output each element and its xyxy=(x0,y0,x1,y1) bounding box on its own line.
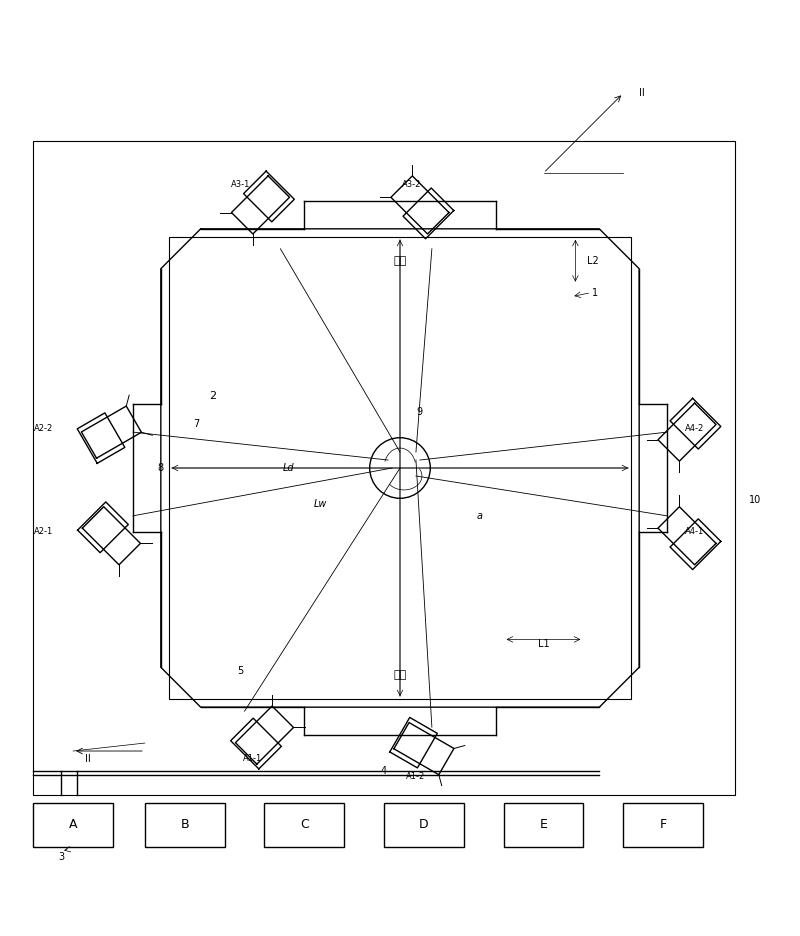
Text: 9: 9 xyxy=(417,407,423,417)
Bar xyxy=(384,803,464,847)
Bar xyxy=(623,803,703,847)
Text: Lw: Lw xyxy=(314,499,327,509)
Text: 3: 3 xyxy=(58,852,64,862)
Bar xyxy=(145,803,225,847)
Text: A3-1: A3-1 xyxy=(231,181,250,189)
Bar xyxy=(169,237,631,699)
Text: A1-1: A1-1 xyxy=(243,754,262,764)
Bar xyxy=(504,803,583,847)
Text: A4-2: A4-2 xyxy=(686,424,705,432)
Text: 后墙: 后墙 xyxy=(394,256,406,266)
Text: F: F xyxy=(659,818,666,831)
Bar xyxy=(265,803,344,847)
Text: L2: L2 xyxy=(587,256,599,266)
Bar xyxy=(34,141,735,795)
Text: B: B xyxy=(181,818,189,831)
Text: A2-2: A2-2 xyxy=(34,424,54,432)
Text: 10: 10 xyxy=(749,495,761,505)
Text: 4: 4 xyxy=(381,766,387,776)
Text: E: E xyxy=(539,818,547,831)
Text: 前墙: 前墙 xyxy=(394,670,406,680)
Text: A3-2: A3-2 xyxy=(402,181,422,189)
Text: A: A xyxy=(69,818,78,831)
Text: 5: 5 xyxy=(238,666,244,677)
Text: 2: 2 xyxy=(209,391,216,402)
Text: II: II xyxy=(85,754,91,764)
Text: 7: 7 xyxy=(194,419,200,429)
Text: Ld: Ld xyxy=(282,463,294,473)
Text: A2-1: A2-1 xyxy=(34,527,54,536)
Text: C: C xyxy=(300,818,309,831)
Bar xyxy=(34,803,113,847)
Text: A1-2: A1-2 xyxy=(406,772,426,781)
Text: 1: 1 xyxy=(592,287,598,298)
Text: a: a xyxy=(477,511,482,520)
Text: A4-1: A4-1 xyxy=(686,527,705,536)
Text: D: D xyxy=(419,818,429,831)
Text: L1: L1 xyxy=(538,639,550,650)
Text: II: II xyxy=(639,88,645,98)
Text: 8: 8 xyxy=(158,463,164,473)
